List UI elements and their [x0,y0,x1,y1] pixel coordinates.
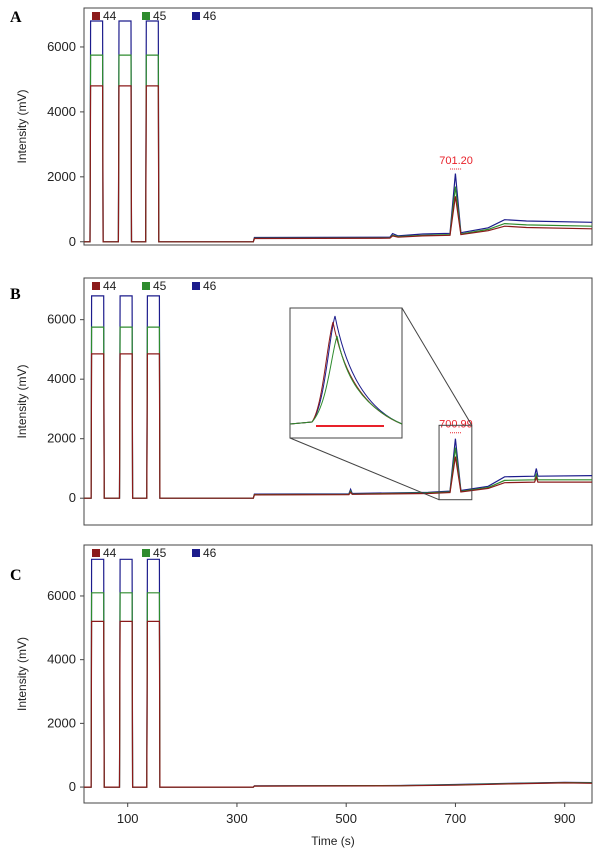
series-line-44 [84,85,592,243]
y-tick-label: 4000 [47,371,76,386]
legend-swatch-44 [92,12,100,20]
panel-A: A 0 2000 4000 6000 Intensity (mV) 44 45 46 701.20 [10,7,593,249]
y-tick-label: 0 [69,490,76,505]
y-tick-label: 4000 [47,104,76,119]
inset-series-45 [289,335,403,425]
inset-series-44 [289,321,403,425]
inset-series-46 [289,315,403,425]
legend-swatch-45 [142,12,150,20]
x-tick-label: 500 [335,811,357,826]
y-tick-label: 0 [69,779,76,794]
series-line-46 [84,20,592,243]
legend-label-45: 45 [153,546,167,560]
legend-swatch-45 [142,282,150,290]
panel-label: B [10,286,21,303]
legend-label-46: 46 [203,279,217,293]
x-axis-title: Time (s) [311,834,355,848]
inset-frame [289,307,403,439]
legend-swatch-45 [142,549,150,557]
legend-swatch-46 [192,549,200,557]
plot-frame [83,544,593,804]
x-tick-label: 100 [117,811,139,826]
plot-frame [83,277,593,526]
inset-connector [289,437,440,501]
panel-B: B 0 2000 4000 6000 Intensity (mV) 44 45 46 700.99 [10,277,593,526]
y-tick-label: 2000 [47,715,76,730]
legend-swatch-44 [92,282,100,290]
y-tick-label: 2000 [47,431,76,446]
y-tick-label: 6000 [47,312,76,327]
legend-label-46: 46 [203,9,217,23]
legend-label-44: 44 [103,279,117,293]
legend-label-44: 44 [103,546,117,560]
panel-label: C [10,567,22,584]
series-group [84,558,592,788]
legend-label-44: 44 [103,9,117,23]
legend-swatch-46 [192,12,200,20]
series-group [84,20,592,243]
series-line-44 [84,620,592,788]
y-tick-label: 2000 [47,169,76,184]
y-axis-title: Intensity (mV) [15,89,29,163]
y-tick-label: 6000 [47,39,76,54]
legend-label-45: 45 [153,279,167,293]
series-group [84,295,592,499]
legend-swatch-44 [92,549,100,557]
inset-connector [401,307,473,426]
legend-label-45: 45 [153,9,167,23]
series-line-44 [84,353,592,499]
y-axis-title: Intensity (mV) [15,364,29,438]
legend-label-46: 46 [203,546,217,560]
panel-label: A [10,9,22,26]
peak-annotation: 700.99 [439,419,473,431]
x-tick-label: 900 [554,811,576,826]
legend-swatch-46 [192,282,200,290]
y-axis-title: Intensity (mV) [15,637,29,711]
y-tick-label: 0 [69,234,76,249]
y-tick-label: 6000 [47,588,76,603]
x-tick-label: 300 [226,811,248,826]
y-tick-label: 4000 [47,652,76,667]
plot-frame [83,7,593,246]
x-tick-label: 700 [445,811,467,826]
zoom-box [438,424,473,501]
series-line-45 [84,54,592,243]
panel-C: C 0 2000 4000 6000 100 300 500 700 900 Intensity (… [10,544,593,848]
peak-annotation: 701.20 [439,155,473,167]
